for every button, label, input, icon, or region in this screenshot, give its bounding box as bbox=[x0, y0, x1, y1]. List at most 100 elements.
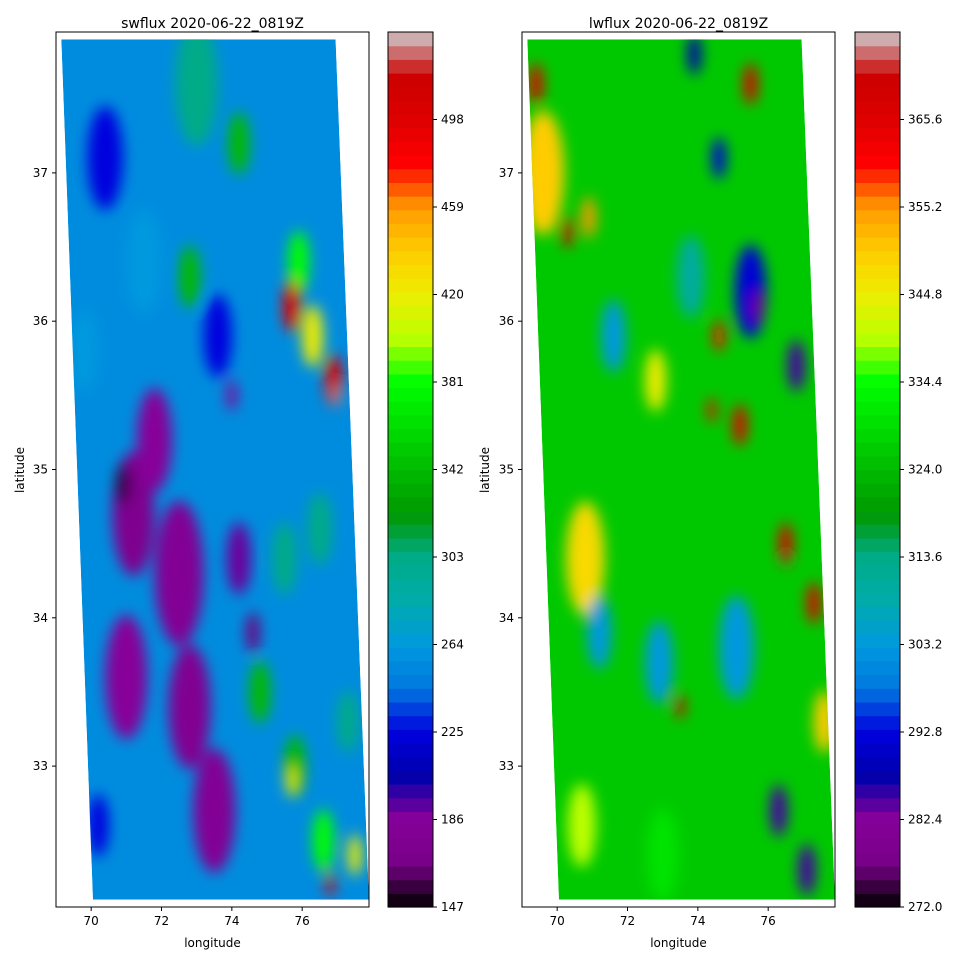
colorbar-segment bbox=[388, 291, 433, 307]
flux-feature bbox=[581, 196, 596, 239]
flux-feature bbox=[226, 379, 238, 411]
colorbar-segment bbox=[388, 141, 433, 156]
y-tick-label: 35 bbox=[33, 463, 48, 477]
colorbar-segment bbox=[855, 32, 900, 47]
colorbar-segment bbox=[855, 278, 900, 293]
colorbar-segment bbox=[388, 346, 433, 361]
flux-feature bbox=[645, 620, 674, 704]
flux-feature bbox=[105, 614, 148, 740]
colorbar-segment bbox=[855, 824, 900, 840]
colorbar-segment bbox=[855, 510, 900, 525]
colorbar-segment bbox=[388, 537, 433, 553]
colorbar-tick-label: 344.8 bbox=[908, 288, 942, 302]
colorbar-tick-label: 264 bbox=[441, 638, 464, 652]
colorbar-segment bbox=[388, 852, 433, 867]
colorbar-tick-label: 303.2 bbox=[908, 638, 942, 652]
colorbar-segment bbox=[388, 469, 433, 484]
colorbar-tick-label: 292.8 bbox=[908, 725, 942, 739]
colorbar-segment bbox=[388, 524, 433, 539]
colorbar-segment bbox=[855, 893, 900, 908]
flux-feature bbox=[787, 339, 806, 392]
colorbar-segment bbox=[855, 291, 900, 307]
colorbar-segment bbox=[855, 865, 900, 881]
colorbar-segment bbox=[388, 824, 433, 840]
colorbar-segment bbox=[855, 729, 900, 744]
colorbar-segment bbox=[855, 414, 900, 430]
colorbar-tick-label: 313.6 bbox=[908, 550, 942, 564]
colorbar-segment bbox=[388, 578, 433, 594]
colorbar-segment bbox=[388, 742, 433, 758]
colorbar-segment bbox=[855, 442, 900, 457]
flux-feature bbox=[676, 694, 685, 720]
colorbar-segment bbox=[388, 783, 433, 799]
colorbar-tick-label: 324.0 bbox=[908, 463, 942, 477]
colorbar-segment bbox=[388, 278, 433, 293]
flux-feature bbox=[337, 690, 359, 753]
y-tick-label: 36 bbox=[33, 314, 48, 328]
x-tick-label: 72 bbox=[620, 914, 635, 928]
x-tick-label: 76 bbox=[761, 914, 776, 928]
colorbar-segment bbox=[855, 114, 900, 129]
colorbar-segment bbox=[388, 32, 433, 47]
x-tick-label: 74 bbox=[690, 914, 705, 928]
lwflux-x-axis-label: longitude bbox=[650, 936, 707, 950]
swath-background bbox=[527, 39, 835, 900]
colorbar-segment bbox=[388, 428, 433, 443]
colorbar-tick-label: 186 bbox=[441, 813, 464, 827]
colorbar-tick-label: 303 bbox=[441, 550, 464, 564]
colorbar-segment bbox=[855, 45, 900, 60]
flux-feature bbox=[676, 235, 705, 319]
colorbar-segment bbox=[855, 141, 900, 156]
flux-features bbox=[527, 39, 835, 900]
colorbar-segment bbox=[855, 633, 900, 648]
colorbar-segment bbox=[388, 305, 433, 320]
colorbar-segment bbox=[388, 688, 433, 703]
flux-feature bbox=[743, 63, 758, 105]
x-tick-label: 74 bbox=[224, 914, 239, 928]
x-tick-label: 70 bbox=[550, 914, 565, 928]
flux-feature bbox=[587, 596, 612, 669]
flux-feature bbox=[347, 834, 362, 876]
colorbar-segment bbox=[388, 893, 433, 908]
colorbar-segment bbox=[388, 59, 433, 74]
colorbar-segment bbox=[855, 127, 900, 142]
colorbar-tick-label: 225 bbox=[441, 725, 464, 739]
colorbar-segment bbox=[388, 674, 433, 689]
colorbar-segment bbox=[855, 551, 900, 566]
x-tick-label: 72 bbox=[154, 914, 169, 928]
x-tick-label: 76 bbox=[295, 914, 310, 928]
colorbar-segment bbox=[855, 647, 900, 662]
y-tick-label: 36 bbox=[499, 314, 514, 328]
flux-feature bbox=[529, 63, 544, 105]
flux-feature bbox=[226, 522, 252, 595]
flux-feature bbox=[711, 137, 726, 179]
colorbar-segment bbox=[855, 319, 900, 334]
lwflux-y-ticks: 33 34 35 36 37 bbox=[499, 166, 522, 773]
colorbar-segment bbox=[388, 168, 433, 183]
flux-feature bbox=[813, 690, 835, 753]
colorbar-segment bbox=[388, 319, 433, 334]
colorbar-segment bbox=[855, 838, 900, 853]
colorbar-segment bbox=[855, 387, 900, 402]
flux-feature bbox=[806, 582, 821, 624]
colorbar-segment bbox=[855, 182, 900, 197]
swflux-x-ticks: 70 72 74 76 bbox=[84, 907, 310, 928]
flux-feature bbox=[87, 794, 109, 857]
x-tick-label: 70 bbox=[84, 914, 99, 928]
colorbar-segment bbox=[855, 168, 900, 183]
flux-feature bbox=[136, 387, 173, 492]
colorbar-tick-label: 147 bbox=[441, 900, 464, 914]
colorbar-tick-label: 420 bbox=[441, 288, 464, 302]
colorbar-segment bbox=[855, 305, 900, 320]
colorbar-segment bbox=[855, 811, 900, 826]
flux-feature bbox=[249, 660, 271, 724]
swflux-title: swflux 2020-06-22_0819Z bbox=[121, 16, 304, 32]
colorbar-segment bbox=[388, 660, 433, 676]
flux-feature bbox=[193, 748, 236, 873]
flux-feature bbox=[769, 784, 788, 837]
colorbar-segment bbox=[388, 729, 433, 744]
colorbar-tick-label: 498 bbox=[441, 113, 464, 127]
colorbar-segment bbox=[388, 442, 433, 457]
colorbar-segment bbox=[388, 360, 433, 375]
